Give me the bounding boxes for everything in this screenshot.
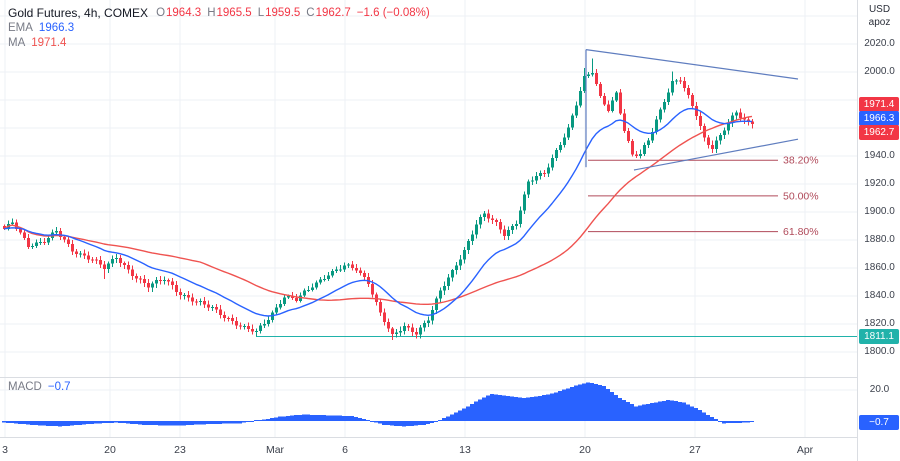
price-badge: 1966.3	[859, 110, 899, 126]
macd-label: MACD	[8, 381, 42, 393]
time-tick-label: 20	[579, 444, 591, 456]
trendline[interactable]	[633, 138, 799, 171]
symbol-legend-row[interactable]: Gold Futures, 4h, COMEX O 1964.3 H 1965.5 …	[8, 5, 430, 20]
time-tick-label: Mar	[265, 444, 285, 456]
axis-unit: USD apoz	[858, 3, 900, 29]
macd-value: −0.7	[47, 381, 71, 393]
trendline[interactable]	[585, 49, 799, 80]
macd-value-badge: −0.7	[859, 414, 899, 430]
price-tick-label: 1800.0	[864, 346, 895, 357]
ema-legend-row[interactable]: EMA 1966.3	[8, 20, 430, 35]
price-tick-label: 1840.0	[864, 290, 895, 301]
triangle-pattern-drawing[interactable]	[585, 49, 799, 171]
time-tick-label: 20	[104, 444, 116, 456]
chart-legend: Gold Futures, 4h, COMEX O 1964.3 H 1965.5 …	[8, 5, 430, 50]
price-axis[interactable]: USD apoz 2020.0 2000.0 1940.0 1920.0 1900.0 1…	[857, 0, 900, 461]
macd-histogram	[2, 382, 754, 427]
low-value: 1959.5	[265, 6, 301, 19]
high-value: 1965.5	[216, 6, 252, 19]
price-tick-label: 2000.0	[864, 66, 895, 77]
price-badge: 1811.1	[859, 328, 899, 344]
candles-layer	[3, 58, 754, 341]
axis-unit-ounce: apoz	[868, 17, 891, 28]
fib-level-label: 38.20%	[783, 155, 819, 167]
grid-lines	[0, 0, 857, 437]
ema-label: EMA	[8, 21, 33, 34]
price-tick-label: 1860.0	[864, 262, 895, 273]
fib-level-label: 61.80%	[783, 226, 819, 238]
price-tick-label: 2020.0	[864, 38, 895, 49]
axis-unit-currency: USD	[868, 4, 891, 15]
ma-label: MA	[8, 36, 26, 49]
symbol-title[interactable]: Gold Futures, 4h, COMEX	[8, 5, 149, 20]
price-chart-canvas[interactable]: 38.20% 50.00% 61.80%	[0, 0, 857, 437]
open-label: O	[156, 6, 166, 19]
fib-level-label: 50.00%	[783, 190, 819, 202]
high-label: H	[207, 6, 216, 19]
price-tick-label: 1880.0	[864, 234, 895, 245]
price-tick-label: 1940.0	[864, 150, 895, 161]
ma-value: 1971.4	[31, 36, 67, 49]
time-tick-label: 3	[2, 444, 8, 456]
time-tick-label: 23	[174, 444, 186, 456]
open-value: 1964.3	[166, 6, 202, 19]
ema-value: 1966.3	[38, 21, 75, 34]
price-tick-label: 1820.0	[864, 318, 895, 329]
time-tick-label: 27	[689, 444, 701, 456]
time-axis[interactable]: 3 20 23 Mar 6 13 20 27 Apr	[0, 437, 857, 461]
price-badge: 1962.7	[859, 124, 899, 140]
change-value: −1.6 (−0.08%)	[356, 6, 430, 19]
fib-retracement[interactable]: 38.20% 50.00% 61.80%	[588, 155, 819, 238]
low-label: L	[257, 6, 265, 19]
close-value: 1962.7	[315, 6, 351, 19]
ema-line[interactable]	[3, 107, 753, 317]
time-tick-label: Apr	[796, 444, 814, 456]
ma-line[interactable]	[3, 115, 753, 305]
macd-tick-label: 20.0	[869, 384, 890, 395]
ma-legend-row[interactable]: MA 1971.4	[8, 35, 430, 50]
time-tick-label: 13	[459, 444, 471, 456]
pane-separator[interactable]	[0, 377, 900, 378]
time-tick-label: 6	[342, 444, 348, 456]
close-label: C	[306, 6, 315, 19]
macd-legend-row[interactable]: MACD −0.7	[8, 381, 71, 393]
price-badge: 1971.4	[859, 96, 899, 112]
price-tick-label: 1900.0	[864, 206, 895, 217]
price-tick-label: 1920.0	[864, 178, 895, 189]
